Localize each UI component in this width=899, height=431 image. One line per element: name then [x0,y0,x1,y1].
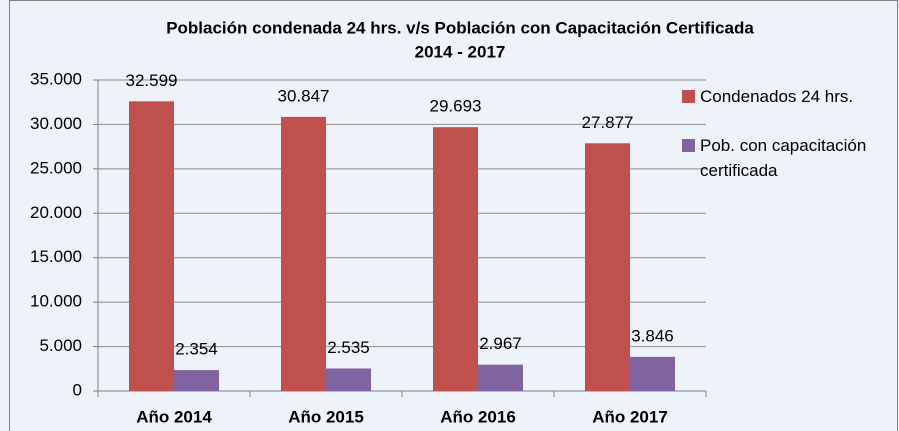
y-tick-label: 15.000 [30,247,82,266]
bar [433,127,478,391]
value-label: 32.599 [126,71,178,90]
legend-item: Condenados 24 hrs. [682,84,897,109]
bar [478,364,523,391]
bar [630,356,675,391]
x-tick-label: Año 2014 [136,407,212,426]
chart-subtitle: 2014 - 2017 [415,42,506,61]
y-tick-label: 30.000 [30,114,82,133]
value-label: 29.693 [430,97,482,116]
value-label: 3.846 [631,326,674,345]
y-tick-label: 5.000 [39,336,82,355]
value-label: 2.535 [327,338,370,357]
legend-label: Condenados 24 hrs. [700,87,854,106]
y-tick-label: 20.000 [30,203,82,222]
bar [585,143,630,391]
legend-item: Pob. con capacitación certificada [682,133,897,183]
y-tick-label: 0 [73,380,82,399]
chart-border [9,0,898,431]
value-label: 2.967 [479,334,522,353]
legend-label: Pob. con capacitación certificada [700,136,867,180]
bar [326,368,371,391]
bar [174,370,219,391]
x-tick-label: Año 2017 [592,407,668,426]
chart-title: Población condenada 24 hrs. v/s Població… [166,18,754,37]
x-tick-label: Año 2016 [440,407,516,426]
legend: Condenados 24 hrs. Pob. con capacitación … [682,84,897,189]
bar [129,101,174,392]
bar [281,116,326,391]
value-label: 2.354 [175,340,218,359]
y-tick-label: 25.000 [30,158,82,177]
value-label: 30.847 [278,86,330,105]
legend-swatch [682,90,695,103]
value-label: 27.877 [582,113,634,132]
y-tick-label: 35.000 [30,69,82,88]
x-tick-label: Año 2015 [288,407,364,426]
legend-swatch [682,139,695,152]
y-tick-label: 10.000 [30,292,82,311]
